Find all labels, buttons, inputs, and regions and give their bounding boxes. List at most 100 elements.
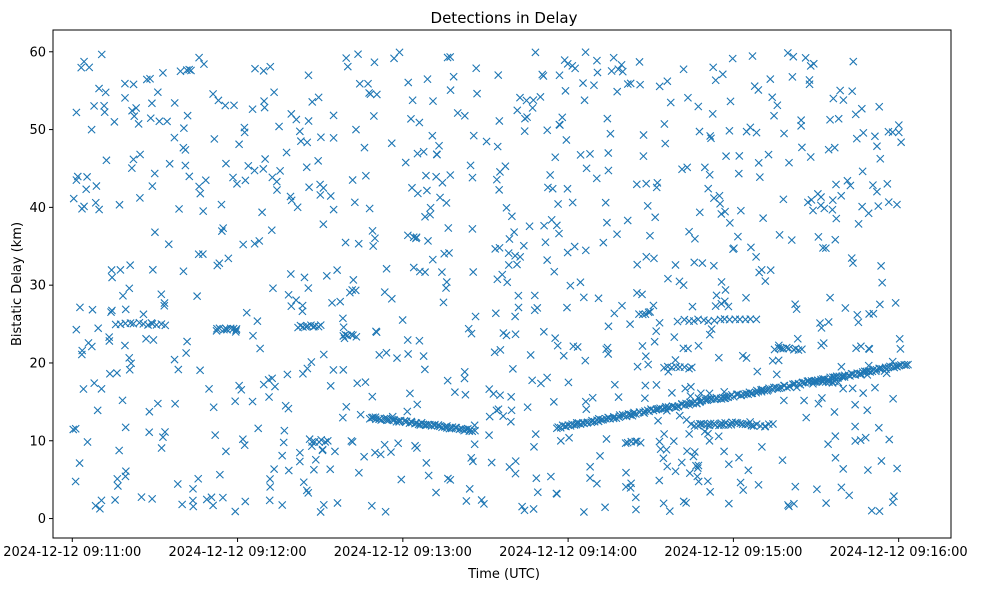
- data-point: [281, 401, 290, 410]
- data-point: [250, 239, 259, 248]
- data-point: [160, 299, 169, 308]
- data-point: [642, 179, 651, 188]
- data-point: [819, 339, 828, 348]
- data-point: [805, 76, 814, 84]
- data-point: [503, 278, 512, 287]
- data-point: [813, 189, 822, 198]
- data-point: [485, 412, 494, 421]
- data-point: [421, 212, 430, 221]
- data-point: [469, 131, 478, 140]
- data-point: [127, 164, 136, 173]
- data-point: [821, 244, 830, 253]
- data-point: [450, 388, 459, 397]
- data-point: [540, 221, 549, 230]
- data-point: [161, 321, 170, 330]
- data-point: [733, 232, 742, 241]
- data-point: [563, 59, 572, 68]
- data-point: [397, 475, 406, 484]
- data-point: [755, 173, 764, 182]
- data-point: [736, 206, 745, 215]
- data-point: [837, 483, 846, 492]
- data-point: [638, 310, 647, 319]
- data-point: [116, 320, 125, 329]
- data-point: [460, 111, 469, 120]
- data-point: [235, 140, 244, 149]
- data-point: [504, 249, 513, 258]
- data-point: [725, 126, 734, 135]
- data-point: [102, 156, 111, 165]
- data-point: [240, 441, 249, 450]
- data-point: [426, 203, 435, 212]
- data-point: [874, 202, 883, 211]
- data-point: [428, 255, 437, 264]
- data-point: [660, 429, 669, 438]
- data-point: [365, 204, 374, 213]
- data-point: [490, 348, 499, 357]
- data-point: [270, 88, 279, 97]
- data-point: [487, 458, 496, 467]
- data-point: [316, 180, 325, 189]
- data-point: [499, 329, 508, 338]
- data-point: [170, 98, 179, 107]
- data-point: [295, 127, 304, 136]
- data-point: [685, 469, 694, 478]
- data-point: [689, 317, 698, 326]
- data-point: [623, 80, 632, 89]
- data-point: [393, 354, 401, 363]
- data-point: [852, 344, 861, 353]
- data-point: [105, 333, 114, 342]
- data-point: [883, 179, 892, 188]
- data-point: [656, 445, 665, 454]
- data-point: [623, 216, 632, 225]
- data-point: [348, 176, 357, 185]
- data-point: [305, 183, 314, 192]
- data-point: [754, 158, 763, 167]
- data-point: [308, 437, 317, 446]
- data-point: [304, 488, 313, 497]
- data-point: [526, 350, 535, 359]
- data-point: [783, 49, 792, 57]
- data-point: [267, 226, 276, 235]
- data-point: [632, 180, 641, 189]
- data-point: [492, 406, 501, 415]
- data-point: [587, 418, 596, 427]
- data-point: [120, 79, 129, 88]
- data-point: [266, 474, 275, 483]
- data-point: [690, 258, 699, 267]
- data-point: [651, 213, 660, 222]
- data-point: [221, 447, 230, 456]
- data-point: [592, 174, 601, 183]
- data-point: [71, 477, 80, 486]
- data-point: [128, 106, 137, 115]
- data-point: [443, 376, 452, 385]
- data-point: [654, 416, 663, 425]
- data-point: [877, 456, 886, 465]
- data-point: [329, 205, 338, 214]
- data-point: [717, 299, 726, 308]
- y-tick-label: 40: [29, 201, 46, 216]
- data-point: [196, 366, 205, 375]
- data-point: [129, 155, 138, 164]
- data-point: [371, 448, 380, 457]
- data-point: [747, 421, 756, 430]
- data-point: [671, 467, 680, 476]
- data-point: [511, 312, 520, 321]
- data-point: [219, 325, 228, 334]
- data-point: [348, 437, 357, 446]
- data-point: [491, 309, 500, 318]
- data-point: [775, 384, 784, 393]
- data-point: [543, 373, 552, 382]
- data-point: [354, 50, 363, 59]
- data-point: [768, 419, 777, 428]
- data-point: [581, 397, 590, 406]
- data-point: [698, 259, 707, 268]
- data-point: [604, 166, 613, 175]
- data-point: [460, 374, 469, 383]
- data-point: [617, 301, 626, 310]
- data-point: [573, 342, 582, 351]
- data-point: [328, 298, 337, 307]
- data-point: [253, 317, 262, 326]
- data-point: [714, 353, 723, 362]
- data-point: [889, 492, 898, 501]
- data-point: [195, 53, 204, 62]
